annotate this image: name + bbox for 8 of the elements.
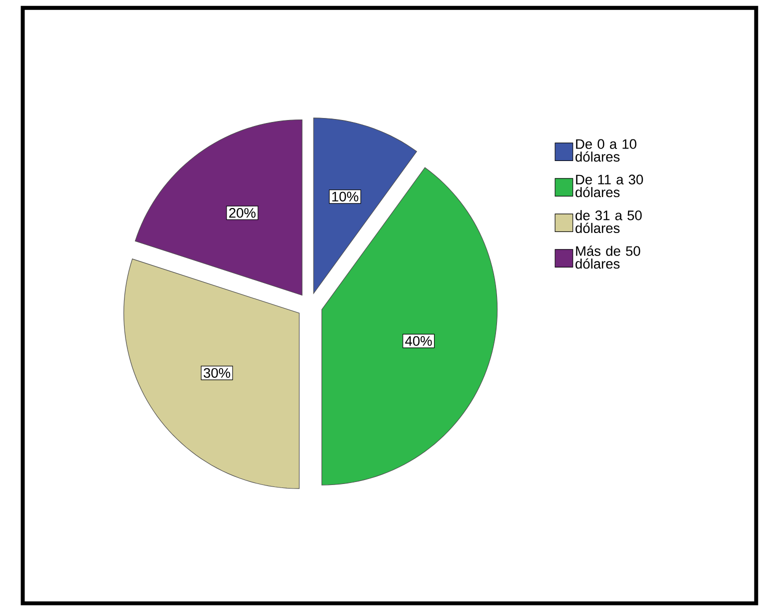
data-label: 30%: [204, 368, 230, 378]
data-label: 20%: [229, 208, 256, 218]
data-label: 10%: [332, 192, 358, 202]
legend-label: De 0 a 10 dólares: [576, 139, 636, 162]
data-label: 40%: [405, 336, 432, 346]
legend-label: De 11 a 30 dólares: [576, 174, 643, 198]
legend-label: de 31 a 50 dólares: [576, 210, 642, 233]
legend-label: Más de 50 dólares: [576, 246, 640, 269]
